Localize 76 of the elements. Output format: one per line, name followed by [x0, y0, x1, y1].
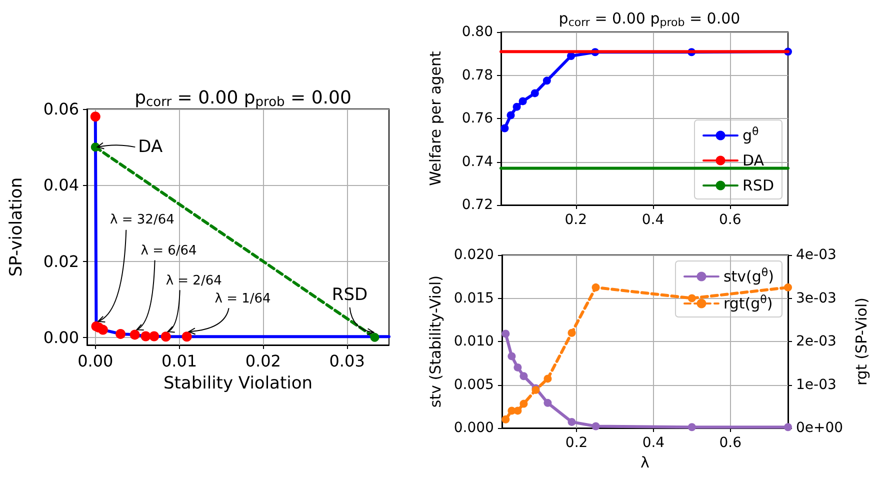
point [567, 52, 576, 60]
point [518, 97, 527, 106]
point [116, 328, 126, 339]
y2-tick-label: 4e-03 [796, 247, 836, 263]
x-tick-label: 0.6 [719, 435, 742, 451]
y-tick-label: 0.005 [454, 376, 494, 393]
point [544, 374, 552, 383]
y2-tick-label: 3e-03 [796, 290, 836, 306]
point [98, 324, 108, 335]
point [508, 352, 516, 360]
x-tick-label: 0.02 [245, 352, 281, 370]
x-tick-label: 0.2 [564, 212, 587, 228]
point [514, 406, 522, 415]
x-tick-label: 0.00 [78, 352, 114, 370]
point [90, 112, 100, 122]
y-tick-label: 0.020 [454, 247, 494, 263]
y2-tick-label: 0e+00 [796, 420, 844, 436]
annotation: λ = 6/64 [140, 243, 197, 258]
y2-axis-title: rgt (SP-Viol) [852, 298, 870, 386]
x-tick-label: 0.4 [642, 212, 664, 228]
y-tick-label: 0.76 [462, 110, 494, 126]
y-tick-label: 0.80 [462, 24, 493, 40]
y-tick-label: 0.06 [43, 100, 79, 118]
point [512, 102, 521, 111]
y2-tick-label: 1e-03 [796, 376, 836, 393]
point [130, 330, 140, 340]
y-tick-label: 0.04 [43, 176, 79, 195]
point [784, 283, 792, 292]
point [530, 89, 539, 98]
point [160, 332, 171, 342]
x-tick-label: 0.2 [565, 435, 588, 451]
y-tick-label: 0.000 [454, 420, 494, 436]
point [370, 332, 380, 342]
annotation: RSD [332, 285, 368, 306]
point [520, 372, 528, 380]
y2-tick-label: 2e-03 [796, 334, 836, 350]
point [784, 423, 792, 432]
x-tick-label: 0.03 [329, 352, 365, 370]
y-tick-label: 0.00 [43, 328, 79, 347]
y-tick-label: 0.010 [454, 334, 494, 350]
y-tick-label: 0.74 [462, 154, 494, 170]
y-axis-title: stv (Stability-Viol) [426, 275, 444, 408]
x-axis-title: λ [640, 453, 650, 472]
point [140, 331, 151, 342]
point [502, 415, 510, 424]
point [544, 398, 552, 407]
y-tick-label: 0.02 [43, 252, 79, 271]
y-tick-label: 0.78 [462, 67, 493, 84]
annotation: λ = 2/64 [166, 273, 222, 288]
point [502, 330, 510, 338]
point [542, 76, 551, 85]
point [506, 111, 515, 120]
point [182, 332, 192, 342]
x-tick-label: 0.6 [719, 212, 742, 228]
y-tick-label: 0.015 [454, 290, 494, 306]
point [688, 423, 696, 432]
legend-label: DA [742, 152, 765, 170]
legend-label: RSD [742, 176, 774, 194]
annotation: DA [138, 137, 163, 158]
point [592, 283, 600, 292]
point [568, 418, 576, 426]
point [520, 400, 528, 408]
point [500, 124, 509, 132]
y-axis-title: Welfare per agent [426, 51, 444, 186]
point [514, 363, 522, 372]
x-tick-label: 0.01 [161, 352, 198, 370]
x-tick-label: 0.4 [642, 435, 665, 451]
point [568, 328, 576, 337]
y-tick-label: 0.72 [462, 197, 493, 213]
point [688, 294, 696, 302]
point [149, 331, 160, 342]
point [592, 422, 600, 430]
y-axis-title: SP-violation [6, 177, 26, 277]
x-axis-title: Stability Violation [163, 374, 313, 394]
annotation: λ = 1/64 [214, 291, 271, 306]
annotation: λ = 32/64 [110, 212, 174, 228]
